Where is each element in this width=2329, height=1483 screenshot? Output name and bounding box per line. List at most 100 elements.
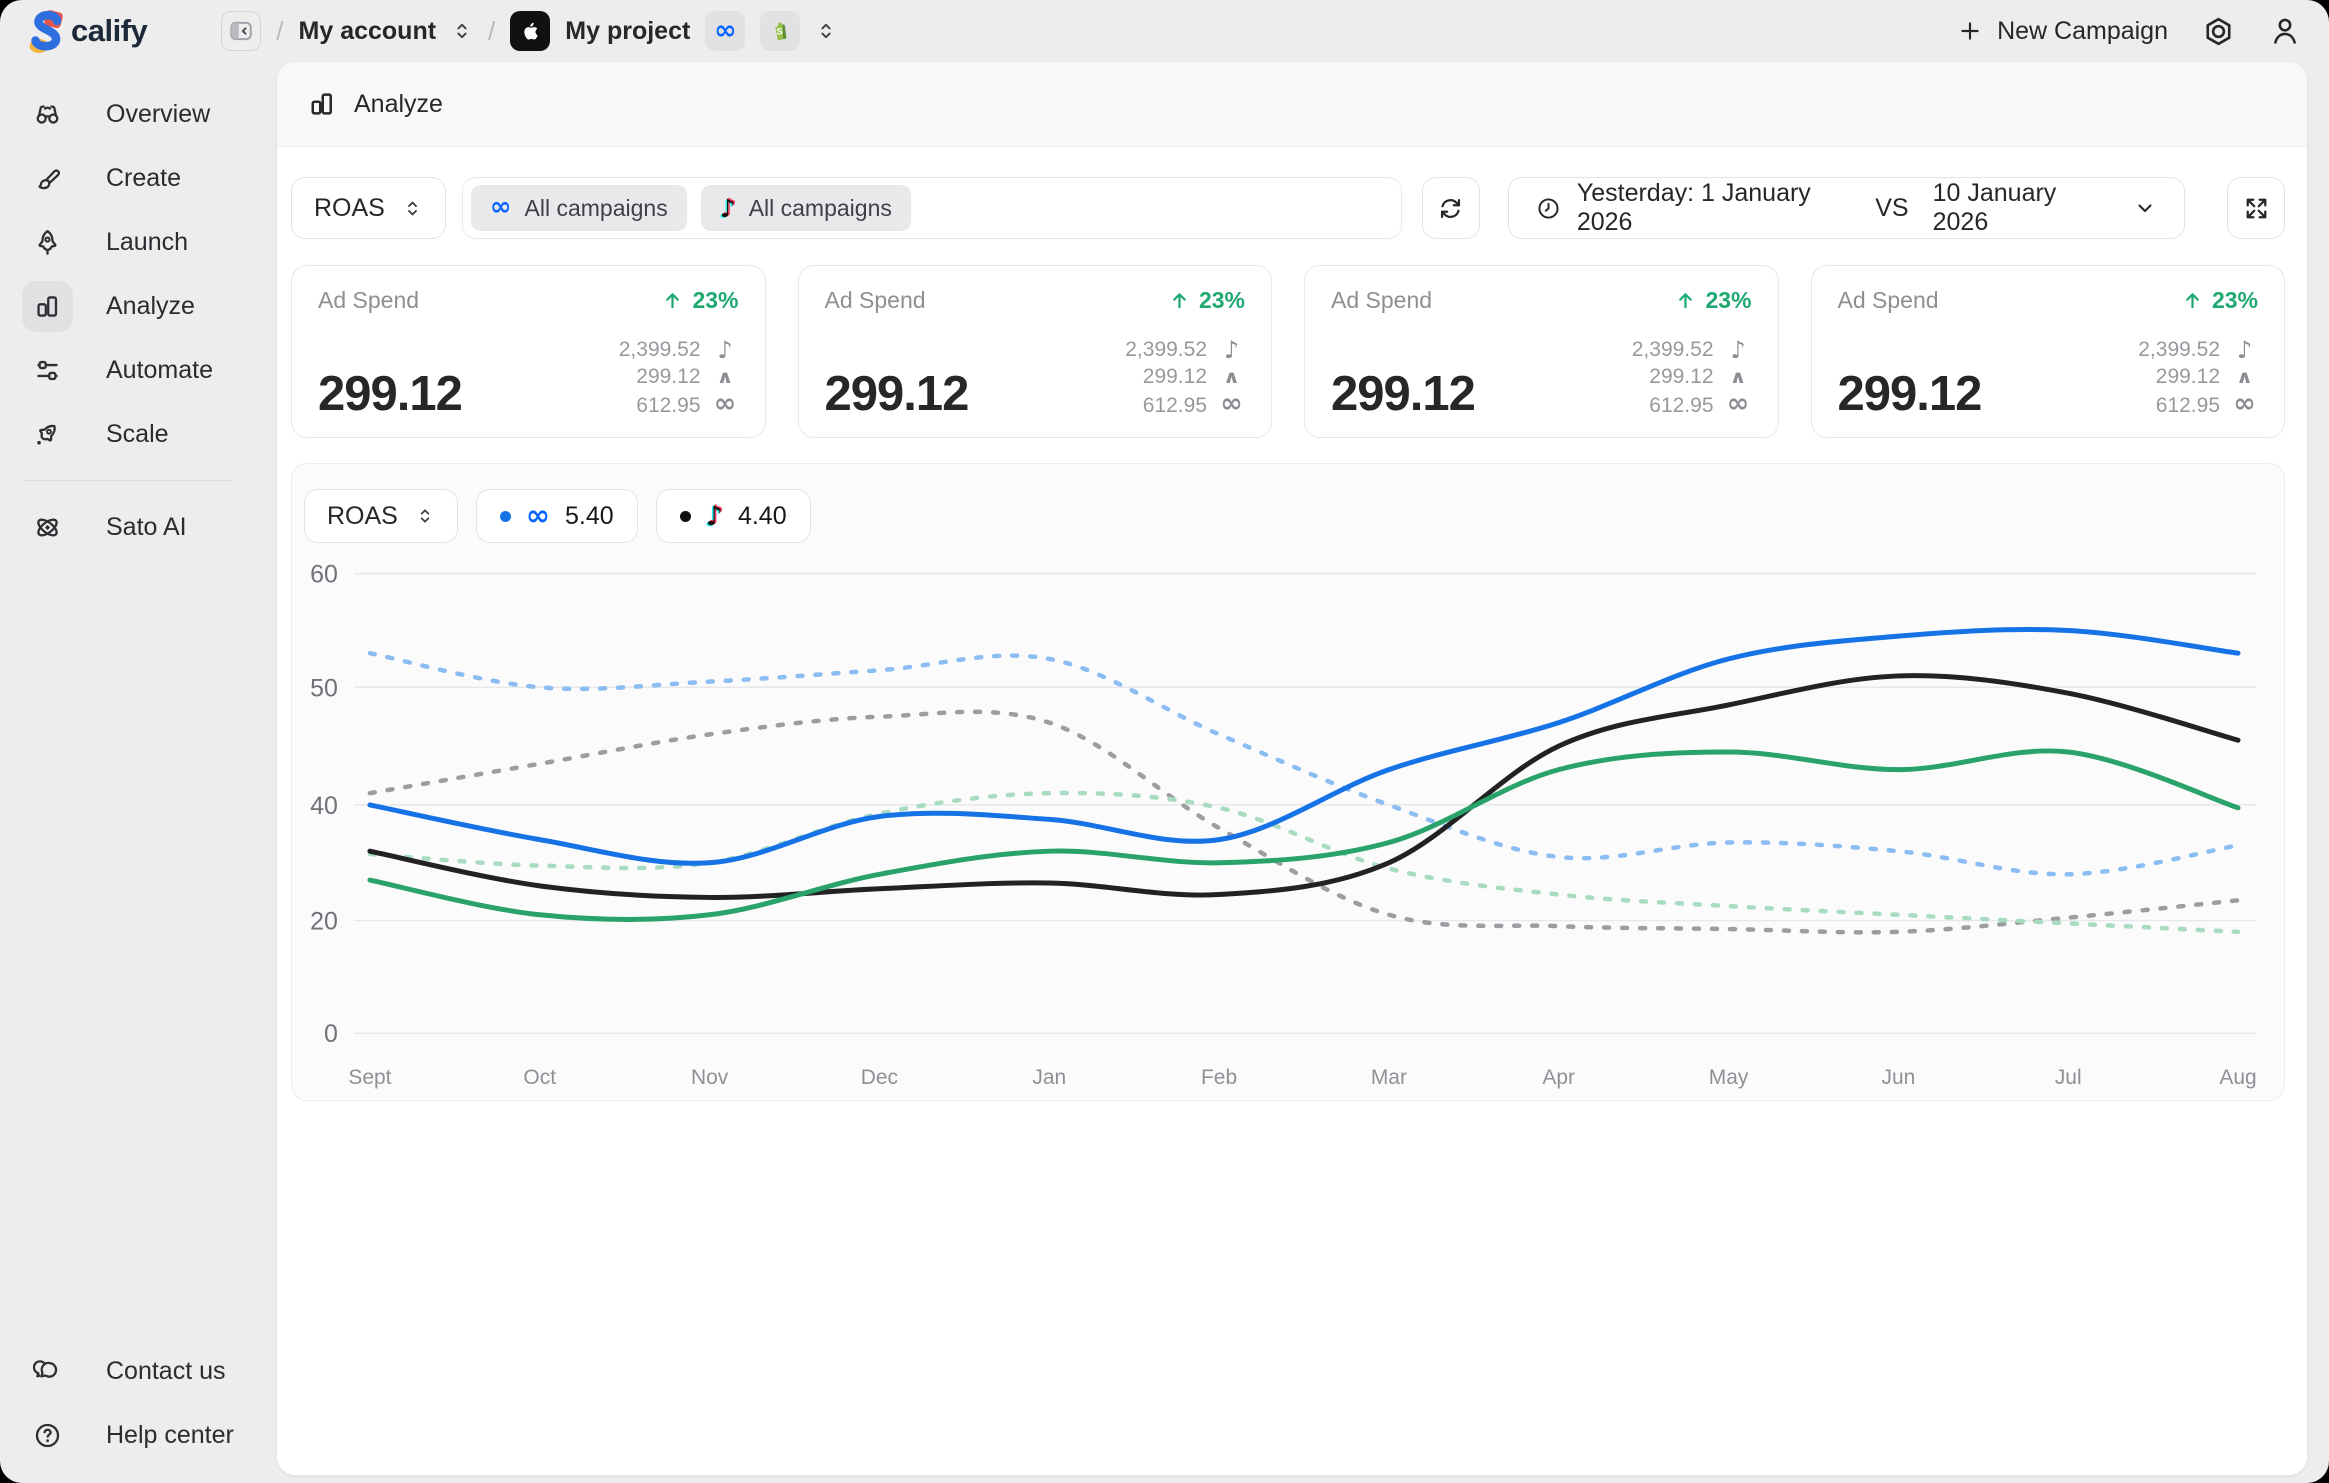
svg-text:Mar: Mar [1371, 1066, 1407, 1089]
fullscreen-button[interactable] [2227, 177, 2285, 239]
shopify-badge: S [760, 11, 801, 51]
peak-icon: ∧ [716, 366, 734, 387]
svg-text:Jul: Jul [2055, 1066, 2082, 1089]
card-breakdown: 2,399.52 ♪ 299.12 ∧ 612.95 ∞ [619, 338, 739, 419]
breakdown-row: 299.12 ∧ [1143, 365, 1245, 389]
user-icon[interactable] [2269, 15, 2301, 47]
svg-text:20: 20 [310, 908, 338, 936]
svg-text:May: May [1709, 1066, 1749, 1089]
refresh-button[interactable] [1421, 177, 1480, 239]
card-breakdown: 2,399.52 ♪ 299.12 ∧ 612.95 ∞ [2138, 338, 2258, 419]
svg-text:S: S [776, 26, 782, 36]
sidebar-item-analyze[interactable]: Analyze [22, 274, 277, 338]
meta-icon: ∞ [1726, 388, 1750, 419]
series-meta-previous- [367, 650, 2241, 877]
expand-icon [2246, 198, 2266, 218]
svg-text:Sept: Sept [348, 1066, 391, 1089]
arrow-up-icon [1679, 293, 1693, 309]
breadcrumb-separator: / [276, 15, 284, 46]
chevrons-updown-icon[interactable] [451, 19, 473, 43]
sidebar-collapse-button[interactable] [221, 11, 262, 51]
date-range-picker[interactable]: Yesterday: 1 January 2026 VS 10 January … [1507, 177, 2185, 239]
breakdown-row: 612.95 ∞ [1143, 390, 1245, 419]
breakdown-row: 2,399.52 ♪ [2138, 338, 2258, 362]
sidebar-item-label: Help center [106, 1420, 234, 1449]
chart-metric-select[interactable]: ROAS [304, 489, 458, 543]
metric-card-ad-spend[interactable]: Ad Spend 23% 299.12 2,399.52 ♪ 299.12 ∧ 61… [1810, 265, 2285, 438]
card-change-badge: 23% [662, 287, 739, 314]
tiktok-icon: ♪ [1223, 336, 1240, 364]
tiktok-series-dot [679, 510, 691, 522]
roas-chart-card: ROAS ∞ 5.40 ♪ ♪ ♪ 4.40 [291, 463, 2285, 1101]
breakdown-row: 299.12 ∧ [636, 365, 738, 389]
sidebar-item-help-center[interactable]: Help center [22, 1403, 277, 1467]
breadcrumb-separator: / [488, 15, 496, 46]
svg-text:Nov: Nov [691, 1066, 729, 1089]
sidebar-item-label: Launch [106, 227, 189, 256]
roas-line-chart: 60 50 40 20 0 Sept Oct Nov Dec Jan Feb Mar Apr May Jun… [310, 561, 2257, 1089]
meta-badge: ∞ [705, 11, 746, 51]
campaign-filters[interactable]: ∞ All campaigns ♪ ♪ ♪ All campaigns [461, 177, 1402, 239]
plus-icon [1961, 22, 1979, 40]
metric-select[interactable]: ROAS [291, 177, 446, 239]
svg-text:0: 0 [324, 1020, 338, 1048]
metric-card-ad-spend[interactable]: Ad Spend 23% 299.12 2,399.52 ♪ 299.12 ∧ 61… [1304, 265, 1779, 438]
breadcrumb: / My account / My project ∞ S [221, 11, 837, 51]
metric-card-ad-spend[interactable]: Ad Spend 23% 299.12 2,399.52 ♪ 299.12 ∧ 61… [797, 265, 1272, 438]
clock-icon [1538, 197, 1559, 219]
sidebar-item-scale[interactable]: Scale [22, 402, 277, 466]
svg-text:Jun: Jun [1881, 1066, 1915, 1089]
new-campaign-button[interactable]: New Campaign [1957, 17, 2168, 46]
sidebar-item-sato-ai[interactable]: Sato AI [22, 495, 277, 559]
chevron-down-icon [2133, 196, 2157, 220]
tiktok-campaigns-chip[interactable]: ♪ ♪ ♪ All campaigns [700, 185, 911, 231]
date-compare-value: 10 January 2026 [1932, 179, 2057, 236]
svg-text:Dec: Dec [861, 1066, 898, 1089]
date-range-value: Yesterday: 1 January 2026 [1576, 179, 1811, 236]
chat-bubbles-icon [22, 1346, 73, 1397]
card-breakdown: 2,399.52 ♪ 299.12 ∧ 612.95 ∞ [1125, 338, 1245, 419]
sidebar-item-label: Scale [106, 419, 169, 448]
main-panel: Analyze ROAS ∞ All campaigns ♪ ♪ ♪ A [277, 62, 2307, 1475]
legend-meta[interactable]: ∞ 5.40 [475, 489, 638, 543]
svg-text:Feb: Feb [1201, 1066, 1237, 1089]
new-campaign-label: New Campaign [1997, 16, 2168, 45]
svg-text:Oct: Oct [523, 1066, 556, 1089]
sidebar-item-contact-us[interactable]: Contact us [22, 1339, 277, 1403]
page-title: Analyze [354, 89, 443, 118]
breadcrumb-project[interactable]: My project [565, 16, 691, 45]
svg-text:Apr: Apr [1542, 1066, 1575, 1089]
sidebar-item-create[interactable]: Create [22, 146, 277, 210]
sidebar-item-launch[interactable]: Launch [22, 210, 277, 274]
card-title: Ad Spend [1837, 287, 1939, 313]
sidebar-item-label: Contact us [106, 1356, 226, 1385]
series-tiktok-previous- [367, 709, 2241, 935]
sidebar-item-label: Analyze [106, 291, 195, 320]
sidebar-item-label: Sato AI [106, 512, 187, 541]
series-shopify-current- [367, 748, 2241, 922]
settings-icon[interactable] [2202, 15, 2235, 48]
bar-chart-icon [311, 93, 333, 115]
metric-card-ad-spend[interactable]: Ad Spend 23% 299.12 2,399.52 ♪ 299.12 ∧ 61… [291, 265, 766, 438]
tiktok-icon: ♪ [2236, 336, 2253, 364]
peak-icon: ∧ [2235, 366, 2254, 387]
arrow-up-icon [1173, 293, 1186, 309]
chevrons-updown-icon[interactable] [815, 19, 837, 43]
sidebar-item-overview[interactable]: Overview [22, 82, 277, 146]
meta-icon: ∞ [525, 497, 551, 532]
card-title: Ad Spend [824, 287, 926, 313]
sidebar-item-automate[interactable]: Automate [22, 338, 277, 402]
rocket-icon [22, 217, 73, 268]
breakdown-row: 299.12 ∧ [2156, 365, 2258, 389]
legend-tiktok[interactable]: ♪ ♪ ♪ 4.40 [655, 489, 811, 543]
sidebar-divider [24, 480, 233, 481]
peak-icon: ∧ [1729, 366, 1747, 387]
chevrons-updown-icon [407, 201, 417, 215]
tiktok-icon: ♪ [717, 336, 733, 364]
meta-campaigns-chip[interactable]: ∞ All campaigns [470, 185, 687, 231]
breakdown-row: 612.95 ∞ [2156, 390, 2258, 419]
breadcrumb-account[interactable]: My account [298, 16, 437, 45]
paintbrush-icon [22, 153, 73, 204]
card-breakdown: 2,399.52 ♪ 299.12 ∧ 612.95 ∞ [1632, 338, 1752, 419]
card-value: 299.12 [1837, 367, 1983, 421]
